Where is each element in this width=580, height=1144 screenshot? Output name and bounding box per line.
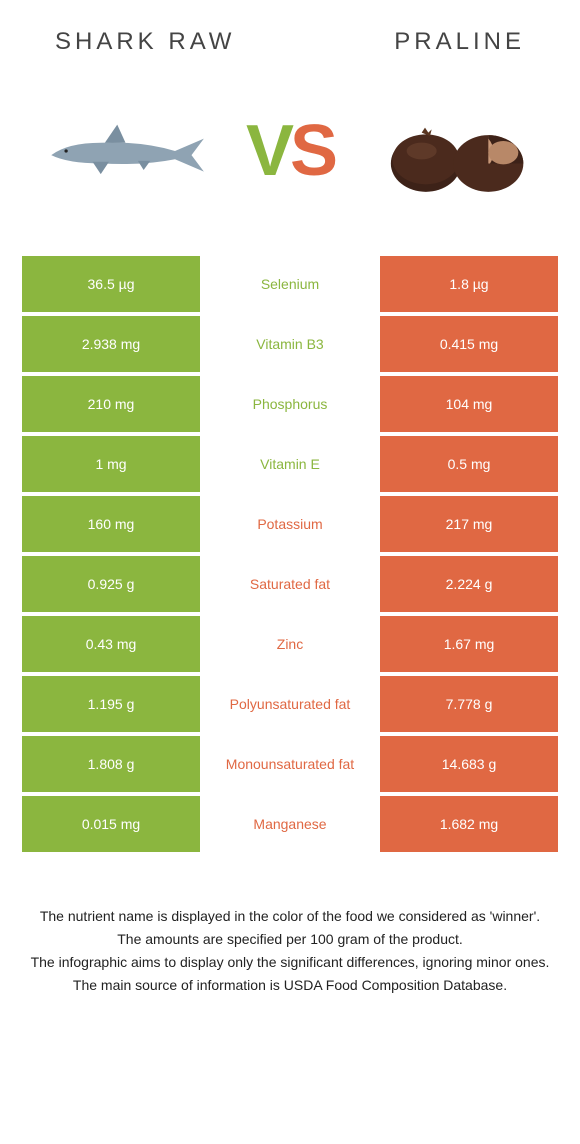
left-value: 0.43 mg — [22, 616, 200, 672]
shark-image — [40, 106, 210, 196]
table-row: 1.195 gPolyunsaturated fat7.778 g — [22, 676, 558, 732]
table-row: 2.938 mgVitamin B30.415 mg — [22, 316, 558, 372]
nutrient-table: 36.5 µgSelenium1.8 µg2.938 mgVitamin B30… — [22, 256, 558, 856]
vs-text: VS — [246, 110, 334, 192]
vs-section: VS — [0, 66, 580, 256]
right-value: 0.5 mg — [380, 436, 558, 492]
nutrient-name: Phosphorus — [200, 376, 380, 432]
left-value: 0.925 g — [22, 556, 200, 612]
right-value: 217 mg — [380, 496, 558, 552]
right-value: 7.778 g — [380, 676, 558, 732]
nutrient-name: Vitamin E — [200, 436, 380, 492]
footer-line: The nutrient name is displayed in the co… — [30, 906, 550, 927]
title-left: SHARK RAW — [55, 28, 235, 56]
footer-line: The amounts are specified per 100 gram o… — [30, 929, 550, 950]
right-value: 0.415 mg — [380, 316, 558, 372]
vs-v: V — [246, 110, 290, 192]
header: SHARK RAW PRALINE — [0, 0, 580, 66]
nutrient-name: Manganese — [200, 796, 380, 852]
left-value: 0.015 mg — [22, 796, 200, 852]
nutrient-name: Potassium — [200, 496, 380, 552]
footer-notes: The nutrient name is displayed in the co… — [0, 856, 580, 996]
left-value: 1 mg — [22, 436, 200, 492]
left-value: 36.5 µg — [22, 256, 200, 312]
table-row: 1.808 gMonounsaturated fat14.683 g — [22, 736, 558, 792]
right-value: 14.683 g — [380, 736, 558, 792]
nutrient-name: Monounsaturated fat — [200, 736, 380, 792]
right-value: 1.67 mg — [380, 616, 558, 672]
nutrient-name: Vitamin B3 — [200, 316, 380, 372]
nutrient-name: Zinc — [200, 616, 380, 672]
nutrient-name: Polyunsaturated fat — [200, 676, 380, 732]
table-row: 0.015 mgManganese1.682 mg — [22, 796, 558, 852]
vs-s: S — [290, 110, 334, 192]
table-row: 210 mgPhosphorus104 mg — [22, 376, 558, 432]
title-right: PRALINE — [394, 28, 525, 56]
praline-image — [370, 106, 540, 196]
nutrient-name: Saturated fat — [200, 556, 380, 612]
left-value: 2.938 mg — [22, 316, 200, 372]
left-value: 160 mg — [22, 496, 200, 552]
footer-line: The infographic aims to display only the… — [30, 952, 550, 973]
table-row: 36.5 µgSelenium1.8 µg — [22, 256, 558, 312]
table-row: 1 mgVitamin E0.5 mg — [22, 436, 558, 492]
left-value: 210 mg — [22, 376, 200, 432]
right-value: 104 mg — [380, 376, 558, 432]
right-value: 2.224 g — [380, 556, 558, 612]
footer-line: The main source of information is USDA F… — [30, 975, 550, 996]
table-row: 0.43 mgZinc1.67 mg — [22, 616, 558, 672]
left-value: 1.195 g — [22, 676, 200, 732]
right-value: 1.8 µg — [380, 256, 558, 312]
table-row: 0.925 gSaturated fat2.224 g — [22, 556, 558, 612]
table-row: 160 mgPotassium217 mg — [22, 496, 558, 552]
left-value: 1.808 g — [22, 736, 200, 792]
right-value: 1.682 mg — [380, 796, 558, 852]
nutrient-name: Selenium — [200, 256, 380, 312]
